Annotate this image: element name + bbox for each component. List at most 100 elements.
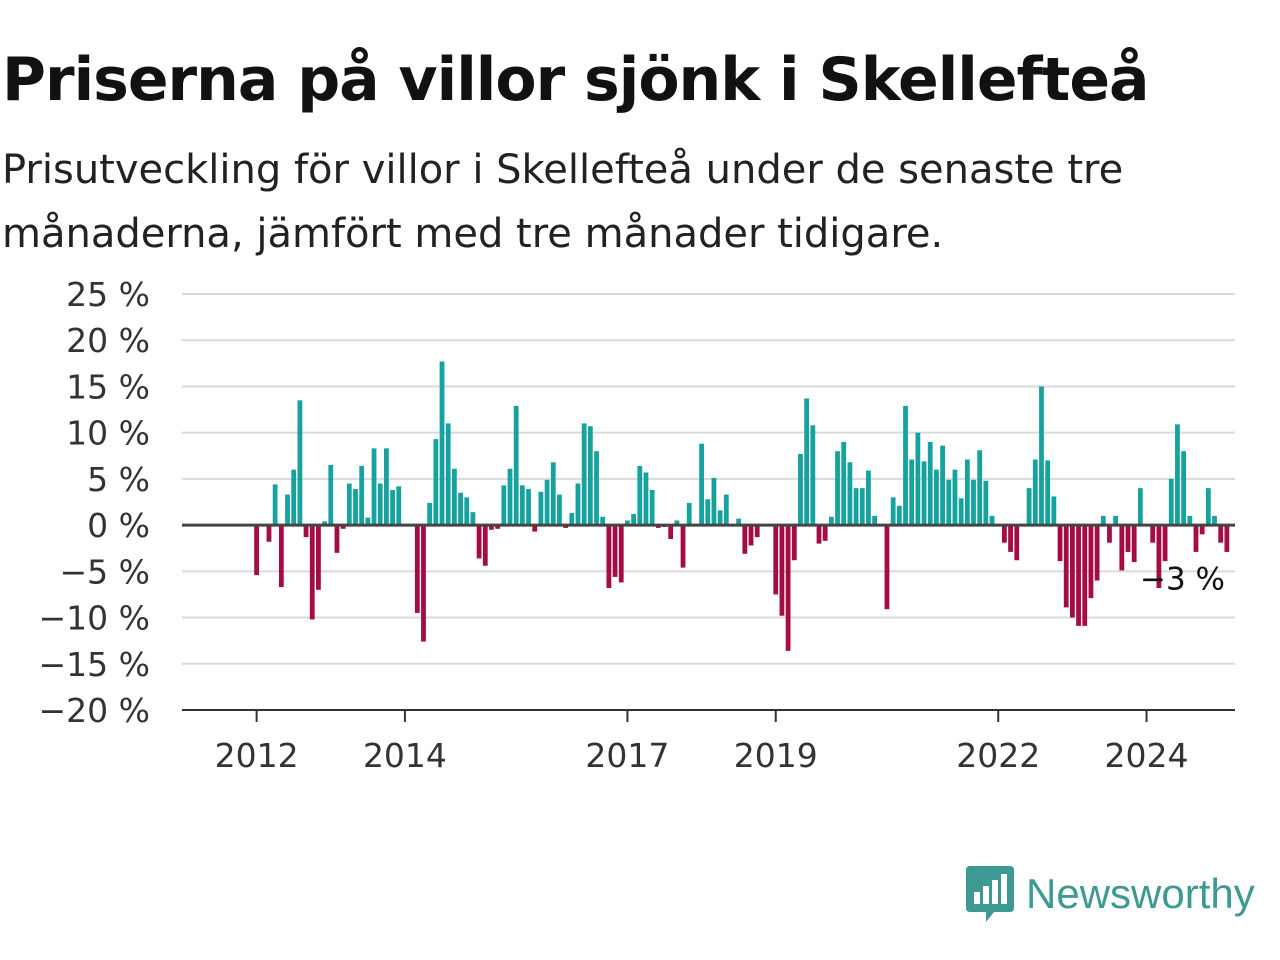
bar xyxy=(903,405,908,526)
bar xyxy=(1187,515,1193,526)
bar xyxy=(254,525,260,576)
bar xyxy=(668,525,674,539)
bar xyxy=(711,477,717,526)
bar xyxy=(674,520,680,526)
bar-chart: 25 % 20 % 15 % 10 % 5 % 0 % −5 % −10 % −15 % −20 … xyxy=(39,275,1235,775)
bar xyxy=(1199,525,1205,535)
brand-name: Newsworthy xyxy=(1026,870,1255,917)
bar xyxy=(384,448,389,526)
bar xyxy=(748,525,754,546)
bar xyxy=(328,465,334,526)
bar xyxy=(859,488,865,526)
bar xyxy=(723,494,729,526)
bar xyxy=(804,398,810,526)
bar xyxy=(1039,386,1044,526)
bar xyxy=(1125,525,1131,552)
bar xyxy=(1026,488,1032,526)
bar xyxy=(489,525,494,530)
bar xyxy=(618,525,624,583)
bar xyxy=(828,516,834,526)
bar xyxy=(278,525,284,588)
bar xyxy=(439,361,445,526)
bar xyxy=(822,525,828,541)
bar xyxy=(464,497,470,526)
bar xyxy=(1094,525,1100,581)
bar xyxy=(340,525,346,529)
bar xyxy=(285,494,290,526)
bar xyxy=(890,497,896,526)
bar xyxy=(773,525,779,595)
bar xyxy=(569,513,575,526)
bar xyxy=(1063,525,1069,608)
bar xyxy=(433,439,439,526)
bar xyxy=(841,441,847,526)
y-tick-label: 20 % xyxy=(66,321,150,360)
bar xyxy=(1205,488,1211,526)
bar xyxy=(958,498,964,526)
bar xyxy=(742,525,748,554)
bar xyxy=(884,525,890,610)
bar xyxy=(297,400,303,526)
bar xyxy=(538,491,544,526)
bar xyxy=(896,505,902,526)
x-tick-label: 2014 xyxy=(363,736,447,775)
bar xyxy=(1212,515,1217,526)
bar xyxy=(1069,525,1075,618)
bar xyxy=(637,465,643,526)
bar xyxy=(872,515,878,526)
bar xyxy=(946,479,952,526)
bar xyxy=(309,525,315,620)
bar xyxy=(1224,525,1230,552)
bar xyxy=(866,470,871,526)
bar xyxy=(594,451,599,526)
bar xyxy=(421,525,426,642)
bar xyxy=(964,459,970,526)
bar xyxy=(816,525,822,544)
bar xyxy=(1218,525,1224,543)
axes xyxy=(182,523,1235,722)
bar xyxy=(940,445,945,526)
bar xyxy=(1057,525,1063,562)
tick-labels: 25 % 20 % 15 % 10 % 5 % 0 % −5 % −10 % −15 % −20 … xyxy=(39,275,1226,775)
newsworthy-logo: Newsworthy xyxy=(964,864,1255,924)
y-tick-label: −20 % xyxy=(39,691,151,730)
bar xyxy=(377,483,383,526)
bar xyxy=(390,489,395,526)
bar xyxy=(686,502,692,526)
bar xyxy=(915,432,921,526)
bar xyxy=(612,525,618,577)
x-tick-label: 2022 xyxy=(956,736,1040,775)
bar xyxy=(1076,525,1081,626)
bar xyxy=(791,525,797,561)
bar xyxy=(989,515,995,526)
bar xyxy=(921,461,927,526)
x-tick-label: 2019 xyxy=(734,736,818,775)
bar xyxy=(717,510,723,526)
bar xyxy=(470,512,476,526)
bar xyxy=(1002,525,1007,543)
bar xyxy=(835,451,840,526)
chart-title: Priserna på villor sjönk i Skellefteå xyxy=(2,45,1150,115)
bar-chart-speech-bubble-icon xyxy=(966,866,1014,922)
chart-subtitle: Prisutveckling för villor i Skellefteå u… xyxy=(2,147,1124,257)
bar xyxy=(396,486,402,526)
bar xyxy=(1168,478,1174,526)
y-tick-label: 10 % xyxy=(66,414,150,453)
bar xyxy=(927,441,933,526)
bar xyxy=(810,425,816,526)
bar xyxy=(1162,525,1168,562)
bar xyxy=(779,525,785,616)
bar xyxy=(1181,451,1187,526)
bar xyxy=(934,469,939,526)
bar xyxy=(1150,525,1156,543)
bar xyxy=(631,514,636,526)
bar xyxy=(482,525,488,566)
bar xyxy=(625,520,630,526)
bar xyxy=(754,525,760,538)
bar xyxy=(346,483,352,526)
bar xyxy=(303,525,309,538)
bar xyxy=(266,525,272,542)
bar xyxy=(1014,525,1020,561)
bar xyxy=(451,468,457,526)
bar xyxy=(952,469,958,526)
